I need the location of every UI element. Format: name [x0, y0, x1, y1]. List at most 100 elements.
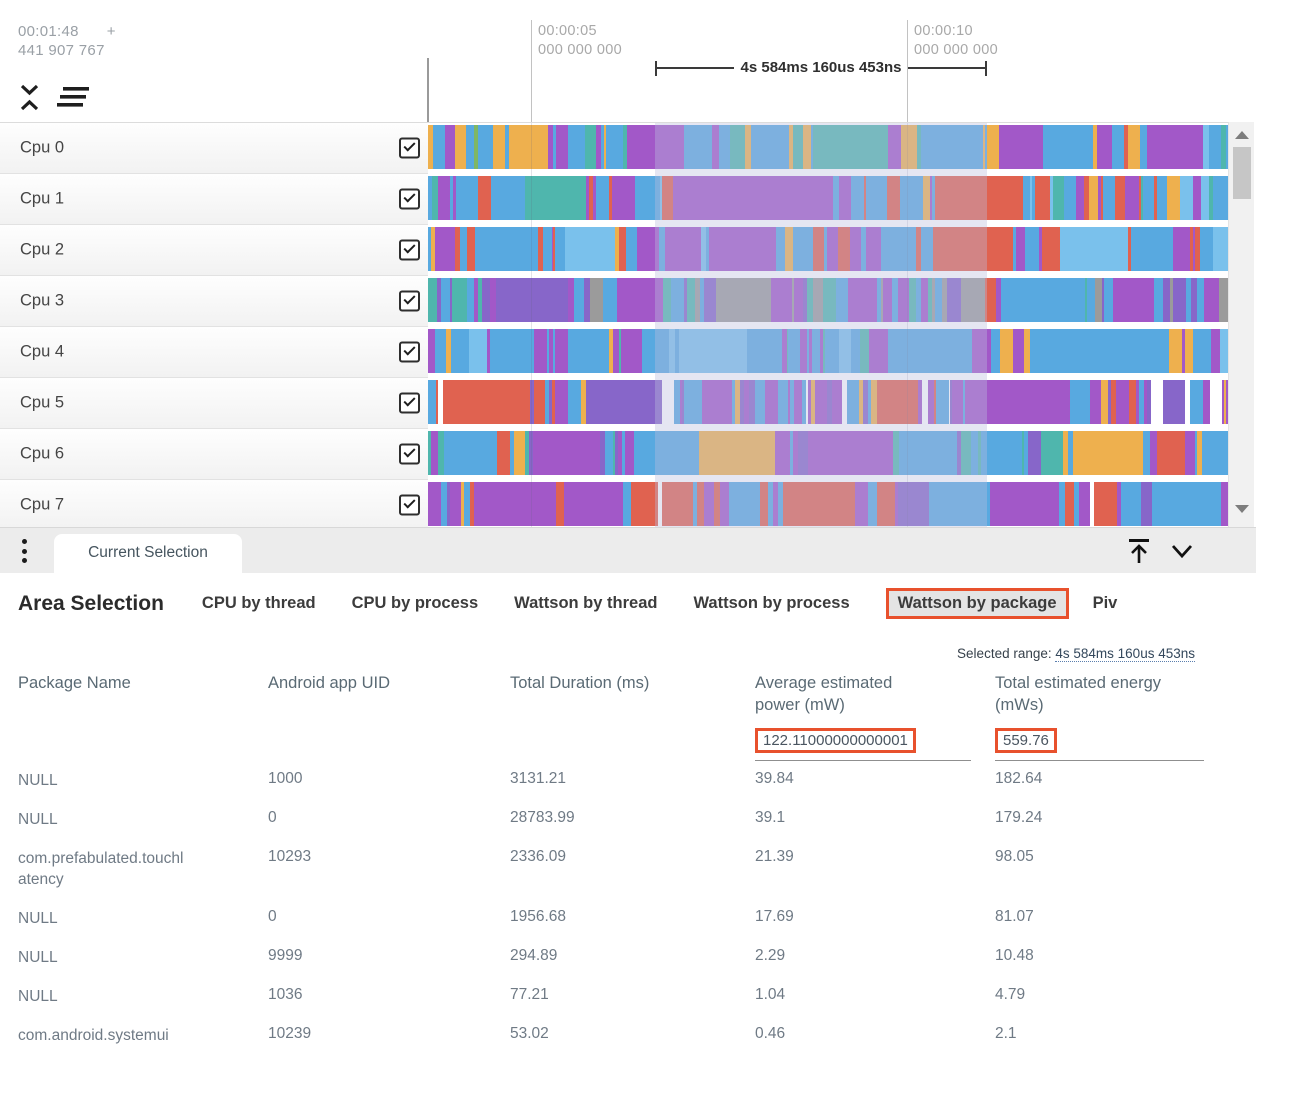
sched-slice: [824, 329, 840, 373]
track-label-area[interactable]: Cpu 6: [0, 429, 428, 480]
sched-slice: [810, 380, 816, 424]
track-band[interactable]: [428, 278, 1228, 322]
track-checkbox[interactable]: [399, 290, 420, 312]
collapse-tracks-icon[interactable]: [18, 84, 41, 111]
sched-slice: [1029, 329, 1042, 373]
table-row[interactable]: NULL 0 1956.68 17.69 81.07: [18, 899, 1228, 938]
track-band[interactable]: [428, 227, 1228, 271]
table-row[interactable]: NULL 1000 3131.21 39.84 182.64: [18, 761, 1228, 800]
track-band[interactable]: [428, 125, 1228, 169]
sched-slice: [655, 329, 661, 373]
sched-slice: [1157, 482, 1167, 526]
tab-cpu-by-process[interactable]: CPU by process: [351, 594, 479, 612]
sched-slice: [729, 482, 761, 526]
sched-slice: [977, 431, 982, 475]
sched-slice: [628, 176, 632, 220]
collapse-panel-chevron-icon[interactable]: [1170, 543, 1194, 559]
sched-slice: [615, 431, 619, 475]
sched-slice: [578, 329, 585, 373]
sched-slice: [1195, 227, 1201, 271]
sched-slice: [649, 227, 660, 271]
expand-panel-top-icon[interactable]: [1126, 537, 1152, 565]
sched-slice: [873, 227, 882, 271]
sched-slice: [1001, 278, 1086, 322]
tab-wattson-by-process[interactable]: Wattson by process: [693, 594, 850, 612]
cell-avg-power: 0.46: [755, 1025, 786, 1042]
track-label-area[interactable]: Cpu 4: [0, 327, 428, 378]
track-band[interactable]: [428, 329, 1228, 373]
sched-slice: [1181, 329, 1186, 373]
selected-range-link[interactable]: 4s 584ms 160us 453ns: [1055, 646, 1195, 662]
selection-title: Area Selection: [18, 591, 164, 615]
sched-slice: [867, 482, 878, 526]
sched-slice: [646, 176, 653, 220]
sched-slice: [806, 329, 811, 373]
track-label-area[interactable]: Cpu 5: [0, 378, 428, 429]
sched-slice: [1168, 329, 1183, 373]
tab-wattson-by-thread[interactable]: Wattson by thread: [514, 594, 658, 612]
tab-piv[interactable]: Piv: [1092, 594, 1118, 612]
sched-slice: [1083, 176, 1090, 220]
sched-slice: [545, 380, 550, 424]
sched-slice: [848, 278, 856, 322]
track-checkbox[interactable]: [399, 188, 420, 210]
sched-slice: [1170, 278, 1174, 322]
sched-slice: [826, 227, 839, 271]
table-row[interactable]: com.android.systemui 10239 53.02 0.46 2.…: [18, 1016, 1228, 1055]
track-scrollbar[interactable]: [1228, 122, 1254, 527]
sched-slice: [765, 380, 779, 424]
track-band[interactable]: [428, 482, 1228, 526]
track-checkbox[interactable]: [399, 239, 420, 261]
track-label-area[interactable]: Cpu 0: [0, 123, 428, 174]
sched-slice: [682, 482, 694, 526]
table-row[interactable]: NULL 9999 294.89 2.29 10.48: [18, 938, 1228, 977]
panel-menu-icon[interactable]: [22, 539, 28, 563]
track-label-area[interactable]: Cpu 7: [0, 480, 428, 527]
track-band[interactable]: [428, 176, 1228, 220]
sched-slice: [870, 380, 874, 424]
sched-slice: [428, 278, 438, 322]
sched-slice: [807, 431, 814, 475]
checkmark-icon: [403, 292, 416, 305]
sched-slice: [433, 125, 446, 169]
current-selection-tab[interactable]: Current Selection: [54, 534, 242, 574]
cell-total-duration: 2336.09: [510, 848, 567, 865]
sched-slice: [684, 380, 699, 424]
cell-avg-power: 2.29: [755, 947, 786, 964]
table-row[interactable]: NULL 1036 77.21 1.04 4.79: [18, 977, 1228, 1016]
sched-slice: [1197, 278, 1205, 322]
cell-package-name: com.prefabulated.touchlatency: [18, 850, 184, 888]
sched-slice: [1203, 278, 1207, 322]
selected-range-marker-label: 4s 584ms 160us 453ns: [740, 58, 902, 76]
track-label-area[interactable]: Cpu 3: [0, 276, 428, 327]
track-band[interactable]: [428, 380, 1228, 424]
scroll-down-icon[interactable]: [1235, 505, 1249, 513]
scroll-up-icon[interactable]: [1235, 131, 1249, 139]
sched-slice: [1067, 431, 1074, 475]
tab-wattson-by-package[interactable]: Wattson by package: [885, 588, 1069, 619]
scrollbar-thumb[interactable]: [1233, 147, 1251, 199]
track-label-area[interactable]: Cpu 2: [0, 225, 428, 276]
tab-cpu-by-thread[interactable]: CPU by thread: [201, 594, 316, 612]
cell-android-app-uid: 9999: [268, 947, 303, 964]
sched-slice: [887, 329, 892, 373]
sched-slice: [838, 176, 852, 220]
table-row[interactable]: com.prefabulated.touchlatency 10293 2336…: [18, 839, 1228, 899]
track-checkbox[interactable]: [399, 494, 420, 516]
track-checkbox[interactable]: [399, 341, 420, 363]
sched-slice: [932, 176, 936, 220]
track-filter-icon[interactable]: [57, 86, 89, 109]
track-checkbox[interactable]: [399, 137, 420, 159]
track-label-area[interactable]: Cpu 1: [0, 174, 428, 225]
sched-slice: [670, 482, 681, 526]
timeline-ruler[interactable]: 00:01:48 + 441 907 767 00:00:05 000 000 00…: [0, 0, 1300, 122]
track-checkbox[interactable]: [399, 443, 420, 465]
checkmark-icon: [403, 343, 416, 356]
track-band[interactable]: [428, 431, 1228, 475]
sched-slice: [1220, 329, 1228, 373]
track-checkbox[interactable]: [399, 392, 420, 414]
table-row[interactable]: NULL 0 28783.99 39.1 179.24: [18, 800, 1228, 839]
sched-slice: [1221, 380, 1225, 424]
sched-slice: [661, 482, 671, 526]
sched-slice: [991, 329, 1001, 373]
